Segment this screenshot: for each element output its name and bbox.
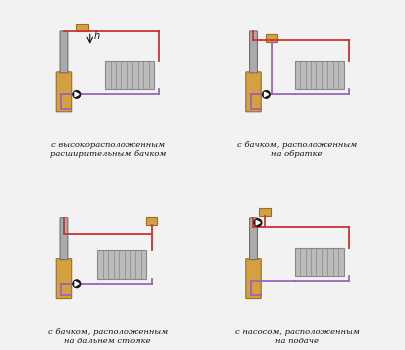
- Circle shape: [73, 280, 81, 288]
- Polygon shape: [75, 92, 79, 97]
- Bar: [266, 34, 277, 42]
- FancyBboxPatch shape: [60, 31, 68, 73]
- FancyBboxPatch shape: [249, 31, 258, 73]
- Circle shape: [262, 90, 271, 98]
- Bar: [295, 248, 343, 276]
- FancyBboxPatch shape: [249, 218, 258, 260]
- Bar: [295, 61, 343, 89]
- Circle shape: [73, 90, 81, 98]
- FancyBboxPatch shape: [246, 72, 261, 112]
- FancyBboxPatch shape: [60, 218, 68, 260]
- Circle shape: [254, 218, 262, 227]
- FancyBboxPatch shape: [246, 259, 261, 299]
- Text: h: h: [94, 32, 100, 41]
- Text: с насосом, расположенным
на подаче: с насосом, расположенным на подаче: [235, 328, 360, 345]
- Text: с бачком, расположенным
на дальнем стояке: с бачком, расположенным на дальнем стояк…: [48, 328, 168, 345]
- Polygon shape: [256, 220, 260, 225]
- Polygon shape: [264, 92, 269, 97]
- Polygon shape: [75, 281, 79, 286]
- FancyBboxPatch shape: [56, 72, 72, 112]
- Bar: [259, 208, 271, 216]
- FancyBboxPatch shape: [56, 259, 72, 299]
- Bar: [98, 250, 146, 279]
- Bar: [105, 61, 154, 89]
- Text: с высокорасположенным
расширительным бачком: с высокорасположенным расширительным бач…: [49, 141, 166, 158]
- Bar: [146, 217, 157, 225]
- Bar: [76, 23, 88, 31]
- Text: с бачком, расположенным
на обратке: с бачком, расположенным на обратке: [237, 141, 357, 158]
